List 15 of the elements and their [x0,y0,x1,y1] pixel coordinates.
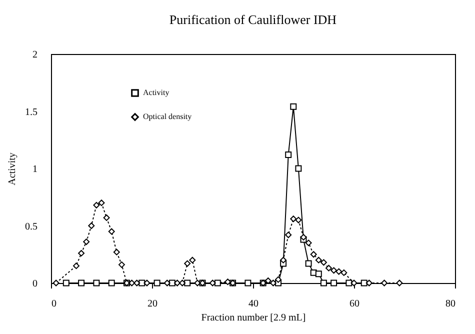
x-tick-label: 20 [148,298,158,310]
y-tick-label: 2 [32,50,38,60]
y-tick-label: 0 [32,278,38,290]
legend-label: Optical density [143,112,192,121]
y-tick-label: 1 [32,164,38,175]
x-axis-title: Fraction number [2.9 mL] [201,312,306,324]
x-tick-label: 60 [350,298,360,310]
x-tick-label: 0 [52,298,56,310]
y-axis-title: Activity [7,152,18,186]
x-tick-label: 40 [248,298,258,310]
y-tick-label: 0.5 [25,221,38,232]
legend-label: Activity [143,88,170,97]
y-tick-label: 1.5 [25,106,38,118]
x-tick-label: 80 [446,298,456,310]
chart-title: Purification of Cauliflower IDH [169,12,337,27]
